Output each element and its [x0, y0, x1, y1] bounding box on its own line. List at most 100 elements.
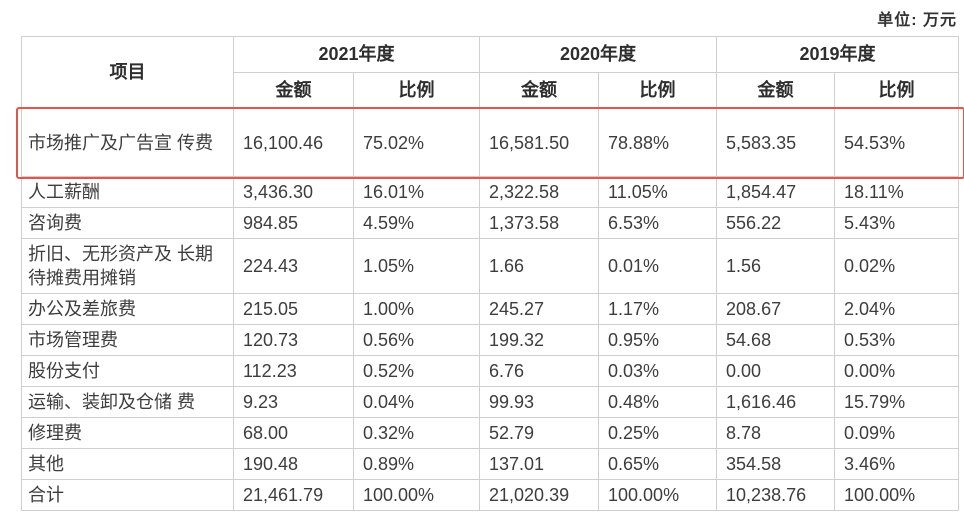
amount-cell: 5,583.35 [716, 108, 836, 177]
ratio-cell: 6.53% [598, 207, 718, 239]
subheader-row: 金额 比例 金额 比例 金额 比例 [22, 72, 960, 109]
amount-cell: 1.56 [716, 238, 836, 294]
row-item-label: 股份支付 [21, 355, 234, 387]
amount-cell: 984.85 [233, 207, 354, 239]
row-item-label: 运输、装卸及仓储 费 [21, 386, 234, 418]
amount-cell: 208.67 [716, 293, 836, 325]
amount-cell: 21,020.39 [479, 479, 600, 511]
table-body: 市场推广及广告宣 传费 16,100.46 75.02% 16,581.50 78.88… [21, 108, 960, 511]
ratio-cell: 0.02% [834, 238, 960, 294]
table-row: 运输、装卸及仓储 费 9.23 0.04% 99.93 0.48% 1,616.46 15.… [21, 386, 960, 418]
table-row: 折旧、无形资产及 长期待摊费用摊销 224.43 1.05% 1.66 0.01% 1.5… [21, 238, 960, 294]
ratio-cell: 0.56% [352, 324, 481, 356]
row-item-label: 修理费 [21, 417, 234, 449]
ratio-cell: 78.88% [598, 108, 718, 177]
amount-cell: 224.43 [233, 238, 354, 294]
row-item-label: 市场管理费 [21, 324, 234, 356]
ratio-cell: 0.01% [598, 238, 718, 294]
row-item-label: 办公及差旅费 [21, 293, 234, 325]
table-row: 市场推广及广告宣 传费 16,100.46 75.02% 16,581.50 78.88… [21, 108, 960, 177]
amount-cell: 1.66 [479, 238, 600, 294]
ratio-cell: 0.09% [834, 417, 960, 449]
ratio-cell: 18.11% [834, 176, 960, 208]
ratio-cell: 3.46% [834, 448, 960, 480]
row-item-label: 其他 [21, 448, 234, 480]
amount-cell: 1,616.46 [716, 386, 836, 418]
table-row: 咨询费 984.85 4.59% 1,373.58 6.53% 556.22 5.43% [21, 207, 960, 239]
year-header-2019: 2019年度 [716, 36, 960, 73]
amount-cell: 215.05 [233, 293, 354, 325]
ratio-cell: 0.89% [352, 448, 481, 480]
amount-cell: 16,581.50 [479, 108, 600, 177]
ratio-cell: 1.05% [352, 238, 481, 294]
ratio-cell: 0.03% [598, 355, 718, 387]
amount-header-2020: 金额 [479, 72, 600, 109]
row-item-label: 折旧、无形资产及 长期待摊费用摊销 [21, 238, 234, 294]
table-header: 项目 2021年度 2020年度 2019年度 金额 比例 金额 比例 金额 比… [21, 36, 960, 109]
ratio-cell: 100.00% [352, 479, 481, 511]
ratio-cell: 0.48% [598, 386, 718, 418]
table-row: 市场管理费 120.73 0.56% 199.32 0.95% 54.68 0.53% [21, 324, 960, 356]
amount-cell: 354.58 [716, 448, 836, 480]
amount-header-2021: 金额 [233, 72, 354, 109]
amount-cell: 120.73 [233, 324, 354, 356]
amount-cell: 3,436.30 [233, 176, 354, 208]
year-header-2021: 2021年度 [232, 36, 481, 73]
ratio-header-2019: 比例 [834, 72, 960, 109]
year-header-row: 项目 2021年度 2020年度 2019年度 [21, 36, 960, 109]
amount-cell: 68.00 [233, 417, 354, 449]
amount-cell: 190.48 [233, 448, 354, 480]
ratio-cell: 0.53% [834, 324, 960, 356]
amount-cell: 199.32 [479, 324, 600, 356]
ratio-header-2021: 比例 [352, 72, 481, 109]
ratio-header-2020: 比例 [598, 72, 718, 109]
ratio-cell: 0.95% [598, 324, 718, 356]
table-row: 办公及差旅费 215.05 1.00% 245.27 1.17% 208.67 2.04% [21, 293, 960, 325]
ratio-cell: 54.53% [834, 108, 960, 177]
ratio-cell: 75.02% [352, 108, 481, 177]
unit-label: 单位: 万元 [877, 12, 957, 29]
ratio-cell: 4.59% [352, 207, 481, 239]
ratio-cell: 1.00% [352, 293, 481, 325]
expense-table-container: 项目 2021年度 2020年度 2019年度 金额 比例 金额 比例 金额 比… [15, 36, 964, 511]
expense-table: 项目 2021年度 2020年度 2019年度 金额 比例 金额 比例 金额 比… [21, 36, 960, 511]
ratio-cell: 0.32% [352, 417, 481, 449]
amount-cell: 52.79 [479, 417, 600, 449]
amount-header-2019: 金额 [716, 72, 836, 109]
table-row: 股份支付 112.23 0.52% 6.76 0.03% 0.00 0.00% [21, 355, 960, 387]
item-column-header: 项目 [21, 36, 234, 109]
row-item-label: 咨询费 [21, 207, 234, 239]
amount-cell: 16,100.46 [233, 108, 354, 177]
amount-cell: 6.76 [479, 355, 600, 387]
ratio-cell: 100.00% [834, 479, 960, 511]
amount-cell: 10,238.76 [716, 479, 836, 511]
row-item-label: 合计 [21, 479, 234, 511]
table-row: 修理费 68.00 0.32% 52.79 0.25% 8.78 0.09% [21, 417, 960, 449]
amount-cell: 245.27 [479, 293, 600, 325]
year-header-2020: 2020年度 [479, 36, 718, 73]
ratio-cell: 1.17% [598, 293, 718, 325]
ratio-cell: 0.65% [598, 448, 718, 480]
amount-cell: 2,322.58 [479, 176, 600, 208]
amount-cell: 54.68 [716, 324, 836, 356]
amount-cell: 0.00 [716, 355, 836, 387]
row-item-label: 人工薪酬 [21, 176, 234, 208]
amount-cell: 112.23 [233, 355, 354, 387]
amount-cell: 1,373.58 [479, 207, 600, 239]
table-row: 合计 21,461.79 100.00% 21,020.39 100.00% 10,238… [21, 479, 960, 511]
amount-cell: 137.01 [479, 448, 600, 480]
amount-cell: 8.78 [716, 417, 836, 449]
table-row: 其他 190.48 0.89% 137.01 0.65% 354.58 3.46% [21, 448, 960, 480]
ratio-cell: 5.43% [834, 207, 960, 239]
ratio-cell: 0.25% [598, 417, 718, 449]
ratio-cell: 100.00% [598, 479, 718, 511]
ratio-cell: 15.79% [834, 386, 960, 418]
ratio-cell: 16.01% [352, 176, 481, 208]
ratio-cell: 0.52% [352, 355, 481, 387]
amount-cell: 99.93 [479, 386, 600, 418]
amount-cell: 9.23 [233, 386, 354, 418]
amount-cell: 556.22 [716, 207, 836, 239]
ratio-cell: 0.04% [352, 386, 481, 418]
ratio-cell: 2.04% [834, 293, 960, 325]
